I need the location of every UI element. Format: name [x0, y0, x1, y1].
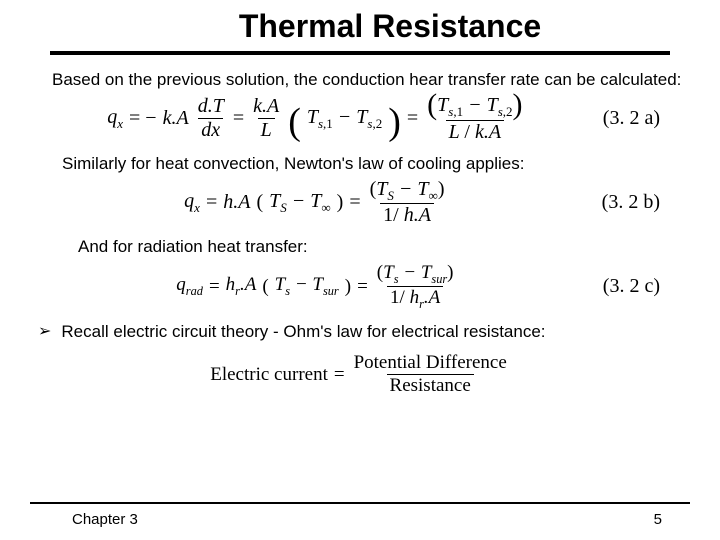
bullet-text: Recall electric circuit theory - Ohm's l… [61, 321, 545, 343]
slide: Thermal Resistance Based on the previous… [0, 0, 720, 540]
eq4-numerator: Potential Difference [351, 353, 510, 374]
bullet-item: ➢ Recall electric circuit theory - Ohm's… [30, 321, 690, 347]
title-underline [50, 51, 670, 55]
equation-1: qx = − k.A d.Tdx = k.AL ( Ts,1 − Ts,2 ) … [107, 95, 525, 143]
eq4-lhs: Electric current [210, 364, 328, 386]
paragraph-3: And for radiation heat transfer: [30, 236, 690, 258]
equation-2: qx = h.A(TS − T∞) = (TS − T∞) 1/ h.A [184, 179, 447, 227]
equation-row-1: qx = − k.A d.Tdx = k.AL ( Ts,1 − Ts,2 ) … [30, 95, 690, 143]
equation-3: qrad = hr.A(Ts − Tsur) = (Ts − Tsur) 1/ … [176, 263, 456, 312]
footer-page-number: 5 [654, 511, 662, 528]
slide-title: Thermal Resistance [30, 8, 690, 45]
equation-row-3: qrad = hr.A(Ts − Tsur) = (Ts − Tsur) 1/ … [30, 263, 690, 312]
equation-1-label: (3. 2 a) [603, 107, 690, 130]
equation-2-label: (3. 2 b) [602, 191, 690, 214]
equation-3-label: (3. 2 c) [603, 275, 690, 298]
paragraph-1: Based on the previous solution, the cond… [30, 69, 690, 91]
equation-4: Electric current = Potential Difference … [210, 353, 510, 396]
equation-row-2: qx = h.A(TS − T∞) = (TS − T∞) 1/ h.A (3.… [30, 179, 690, 227]
equation-row-4: Electric current = Potential Difference … [30, 353, 690, 396]
eq4-denominator: Resistance [387, 374, 474, 396]
footer-chapter: Chapter 3 [72, 511, 138, 528]
paragraph-2: Similarly for heat convection, Newton's … [30, 153, 690, 175]
footer-rule [30, 502, 690, 504]
bullet-icon: ➢ [38, 321, 51, 343]
